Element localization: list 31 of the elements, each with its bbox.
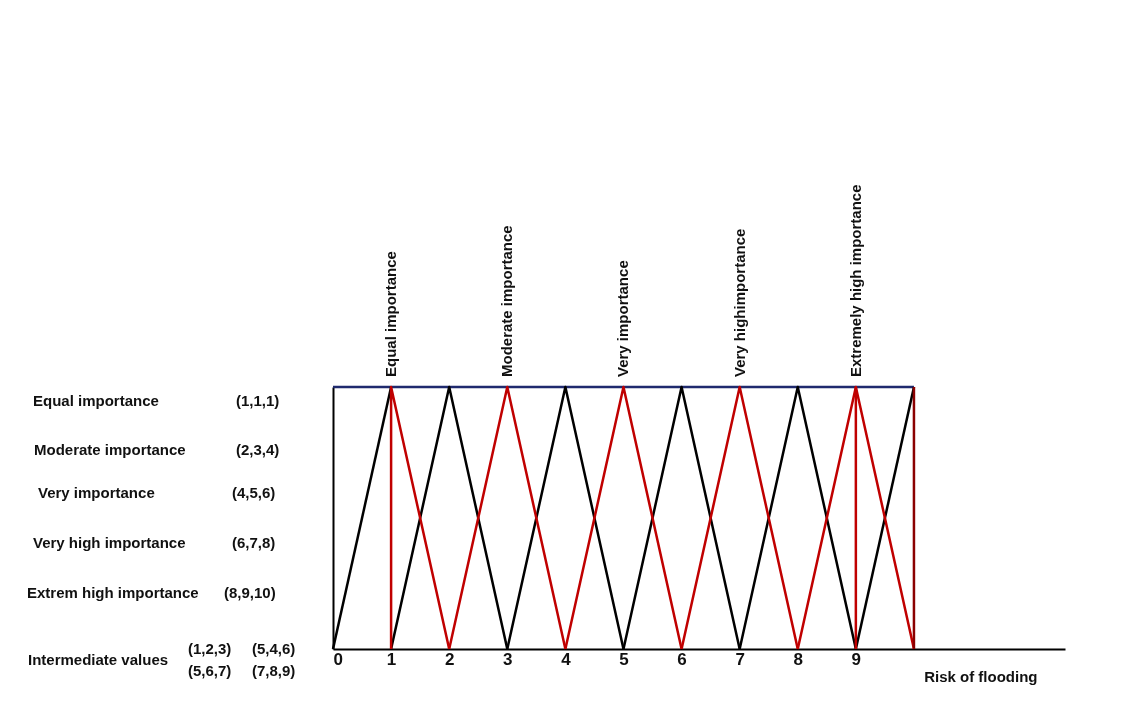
text: Moderate importance (34, 441, 186, 458)
x-tick-label: 5 (619, 649, 629, 669)
x-tick-label: 9 (851, 649, 862, 669)
x-tick-label: 4 (561, 649, 572, 669)
x-tick-label: 1 (386, 649, 397, 669)
text: Equal importance (33, 392, 159, 409)
x-axis-title: Risk of flooding (924, 667, 1038, 685)
text: (8,9,10) (224, 584, 276, 601)
x-tick-label: 8 (793, 649, 803, 669)
x-tick-label: 0 (333, 649, 343, 669)
text: (7,8,9) (252, 662, 296, 679)
annotation: Extremely high importance (846, 184, 864, 377)
text: (5,4,6) (252, 640, 296, 657)
text: (2,3,4) (236, 441, 280, 458)
annotation: Moderate importance (498, 225, 516, 377)
text: (6,7,8) (232, 534, 276, 551)
text: (1,1,1) (236, 392, 280, 409)
text: Extrem high importance (27, 584, 199, 601)
text: Very importance (38, 484, 155, 501)
x-tick-label: 3 (503, 649, 513, 669)
annotation: Very importance (614, 260, 632, 377)
x-tick-label: 6 (677, 649, 687, 669)
text: (1,2,3) (188, 640, 232, 657)
x-tick-label: 7 (735, 649, 745, 669)
annotation: Equal importance (382, 251, 400, 377)
annotation: Very highimportance (730, 228, 748, 377)
text: (4,5,6) (232, 484, 276, 501)
text: Very high importance (33, 534, 186, 551)
x-tick-label: 2 (444, 649, 455, 669)
text: (5,6,7) (188, 662, 232, 679)
text: Intermediate values (28, 651, 169, 668)
